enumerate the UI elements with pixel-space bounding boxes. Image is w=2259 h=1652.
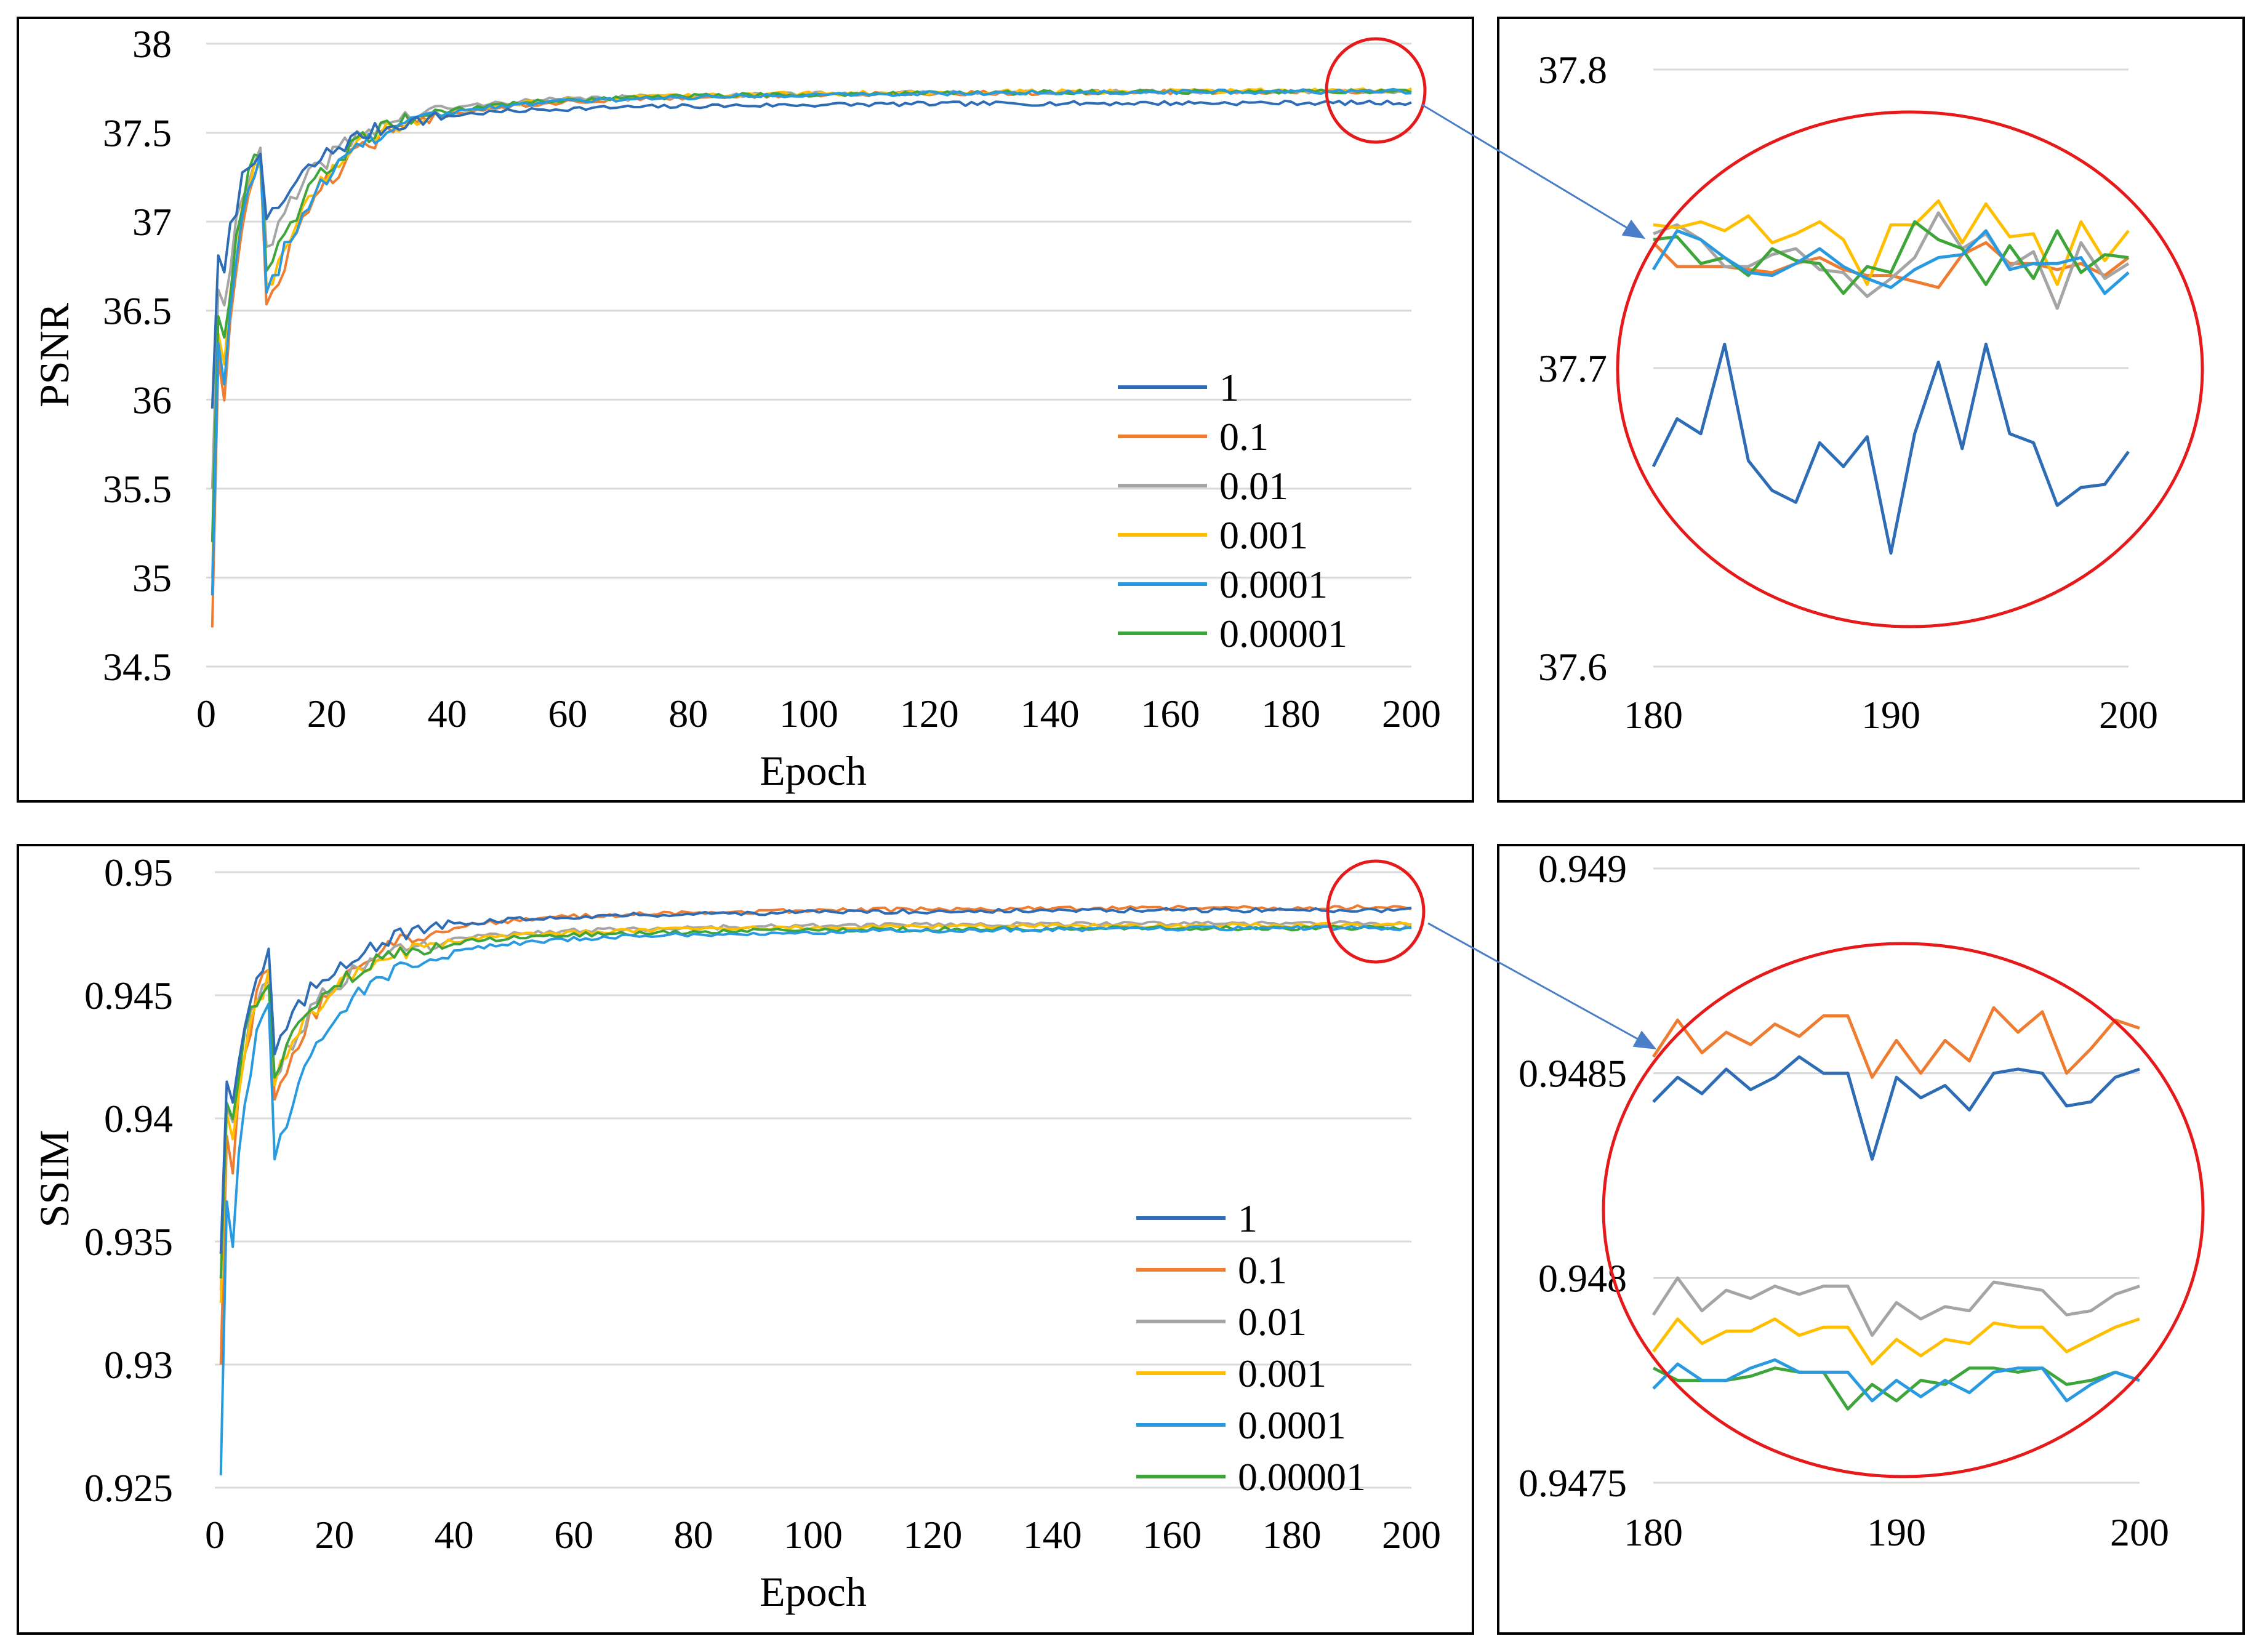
x-tick-label: 40 — [428, 692, 467, 736]
x-tick-label: 100 — [779, 692, 838, 736]
legend-label: 0.1 — [1238, 1248, 1287, 1292]
y-tick-label: 0.93 — [104, 1343, 173, 1387]
legend-label: 0.01 — [1238, 1300, 1307, 1344]
legend: 1 0.1 0.01 0.001 0.0001 0.00001 — [1118, 366, 1347, 656]
series-line-0_0001 — [211, 87, 1412, 596]
psnr-zoom-chart: 37.6 37.7 37.8 180 190 200 — [1538, 48, 2158, 737]
y-tick-label: 0.95 — [104, 851, 173, 894]
ssim-zoom-chart: 0.9475 0.948 0.9485 0.949 180 190 200 — [1519, 847, 2169, 1554]
y-tick-label: 34.5 — [103, 645, 172, 689]
y-tick-label: 35.5 — [103, 467, 172, 511]
ssim-main-chart: 0.925 0.93 0.935 0.94 0.945 0.95 0 20 40 60 80 100 1… — [31, 851, 1441, 1615]
y-tick-label: 0.9475 — [1519, 1461, 1627, 1505]
y-tick-label: 0.935 — [84, 1220, 173, 1264]
x-tick-label: 100 — [784, 1513, 843, 1557]
x-tick-label: 40 — [435, 1513, 474, 1557]
x-tick-label: 20 — [315, 1513, 354, 1557]
x-tick-label: 200 — [1382, 692, 1441, 736]
x-tick-label: 180 — [1624, 1510, 1683, 1554]
x-axis-title: Epoch — [760, 747, 867, 794]
series-line-0_1 — [1651, 1006, 2140, 1079]
x-tick-label: 190 — [1867, 1510, 1926, 1554]
y-tick-label: 37.8 — [1538, 48, 1607, 92]
x-tick-label: 180 — [1262, 1513, 1322, 1557]
psnr-main-panel: 34.5 35 35.5 36 36.5 37 37.5 38 0 20 40 60 80 100 120 1… — [17, 17, 1474, 803]
y-axis-title: SSIM — [31, 1130, 78, 1228]
y-tick-label: 0.948 — [1538, 1256, 1627, 1300]
series-line-0_0001 — [1652, 1358, 2140, 1403]
legend-label: 0.001 — [1219, 513, 1308, 557]
x-tick-label: 160 — [1142, 1513, 1202, 1557]
legend-label: 0.1 — [1219, 415, 1269, 459]
series-line-0_01 — [1651, 1276, 2140, 1337]
y-tick-label: 0.945 — [84, 974, 173, 1017]
x-tick-label: 0 — [205, 1513, 225, 1557]
x-tick-label: 80 — [674, 1513, 713, 1557]
psnr-main-chart: 34.5 35 35.5 36 36.5 37 37.5 38 0 20 40 60 80 100 120 1… — [31, 22, 1441, 794]
series-line-1 — [1651, 342, 2130, 555]
x-tick-label: 200 — [2110, 1510, 2169, 1554]
legend-label: 0.01 — [1219, 464, 1288, 508]
y-tick-label: 37.6 — [1538, 645, 1607, 689]
legend-label: 1 — [1238, 1197, 1258, 1240]
series-line-0_001 — [219, 921, 1412, 1304]
y-tick-label: 36.5 — [103, 289, 172, 333]
series-line-1 — [211, 99, 1412, 409]
x-axis-title: Epoch — [760, 1568, 867, 1615]
y-tick-label: 37.7 — [1538, 347, 1607, 390]
x-tick-label: 120 — [900, 692, 959, 736]
legend-label: 0.0001 — [1219, 563, 1328, 606]
x-tick-label: 60 — [554, 1513, 593, 1557]
legend-label: 0.00001 — [1219, 612, 1347, 656]
x-tick-label: 180 — [1261, 692, 1320, 736]
series-line-0_00001 — [219, 924, 1412, 1279]
x-tick-label: 200 — [2099, 693, 2158, 737]
y-tick-label: 0.94 — [104, 1097, 173, 1141]
x-tick-label: 180 — [1624, 693, 1683, 737]
x-tick-label: 20 — [307, 692, 347, 736]
y-tick-label: 0.925 — [84, 1466, 173, 1510]
legend-label: 0.0001 — [1238, 1403, 1346, 1447]
y-tick-label: 37 — [132, 200, 172, 244]
series-line-0_01 — [219, 920, 1412, 1291]
x-tick-label: 80 — [668, 692, 708, 736]
series-line-0_001 — [1651, 1317, 2140, 1366]
series-line-0_0001 — [219, 924, 1412, 1476]
x-tick-label: 120 — [903, 1513, 962, 1557]
legend: 1 0.1 0.01 0.001 0.0001 0.00001 — [1136, 1197, 1366, 1499]
x-tick-label: 190 — [1861, 693, 1920, 737]
legend-label: 0.001 — [1238, 1352, 1326, 1395]
legend-label: 0.00001 — [1238, 1455, 1366, 1499]
x-tick-label: 160 — [1141, 692, 1200, 736]
series-line-0_00001 — [1652, 1366, 2140, 1411]
legend-label: 1 — [1219, 366, 1239, 409]
ssim-zoom-panel: 0.9475 0.948 0.9485 0.949 180 190 200 — [1497, 844, 2245, 1635]
y-tick-label: 0.949 — [1538, 847, 1627, 891]
y-tick-label: 0.9485 — [1519, 1052, 1627, 1096]
x-tick-label: 140 — [1023, 1513, 1082, 1557]
series-line-0_1 — [219, 904, 1412, 1365]
y-tick-label: 37.5 — [103, 111, 172, 155]
y-tick-label: 38 — [132, 22, 172, 66]
x-tick-label: 60 — [548, 692, 587, 736]
y-axis-title: PSNR — [31, 302, 78, 407]
ssim-main-panel: 0.925 0.93 0.935 0.94 0.945 0.95 0 20 40 60 80 100 1… — [17, 844, 1474, 1635]
psnr-zoom-panel: 37.6 37.7 37.8 180 190 200 — [1497, 17, 2245, 803]
x-tick-label: 140 — [1021, 692, 1080, 736]
series-line-1 — [219, 906, 1412, 1254]
x-tick-label: 200 — [1382, 1513, 1441, 1557]
y-tick-label: 35 — [132, 556, 172, 599]
y-tick-label: 36 — [132, 378, 172, 422]
x-tick-label: 0 — [196, 692, 216, 736]
